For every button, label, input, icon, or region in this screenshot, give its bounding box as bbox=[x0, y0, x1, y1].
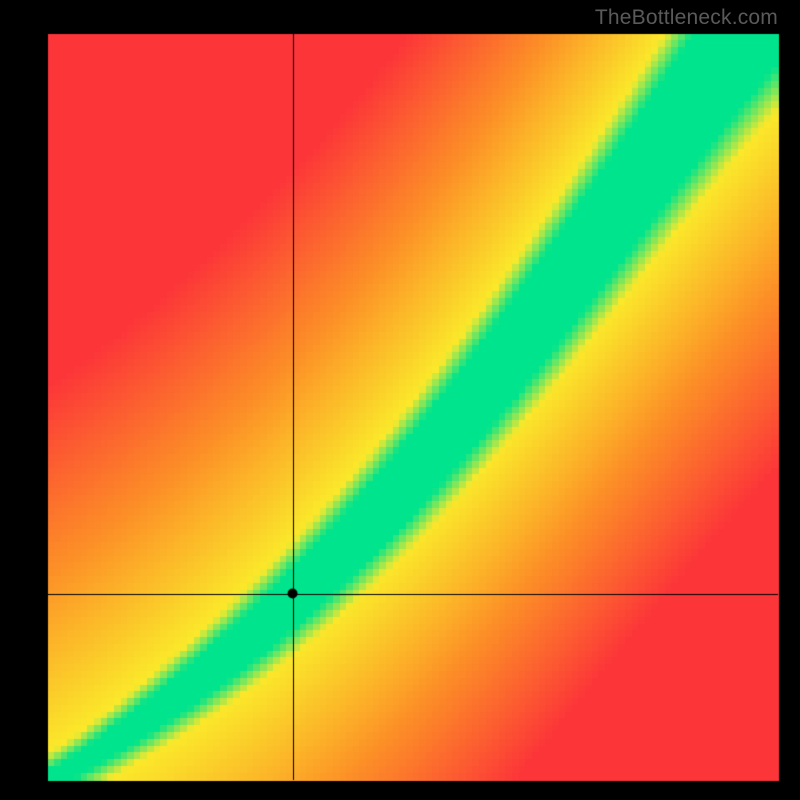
heatmap-canvas bbox=[0, 0, 800, 800]
watermark-text: TheBottleneck.com bbox=[595, 6, 778, 30]
